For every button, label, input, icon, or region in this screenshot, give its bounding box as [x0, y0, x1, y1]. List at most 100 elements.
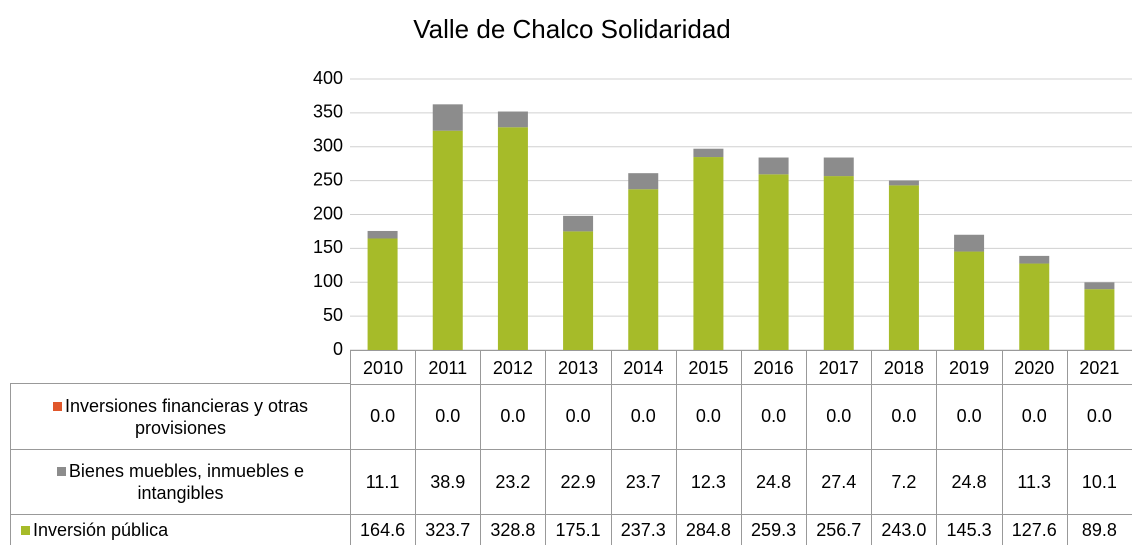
value-cell: 0.0 — [415, 383, 482, 450]
legend-cell: Inversión pública — [10, 514, 351, 545]
cell-text: 12.3 — [690, 471, 726, 492]
bar-segment — [954, 251, 985, 350]
bar-segment — [693, 157, 724, 350]
bar-segment — [758, 157, 789, 175]
cell-text: 127.6 — [1011, 519, 1057, 540]
cell-text: 89.8 — [1081, 519, 1117, 540]
cell-text: 243.0 — [881, 519, 927, 540]
legend-cell: Bienes muebles, inmuebles e intangibles — [10, 449, 351, 515]
value-cell: 0.0 — [1066, 383, 1132, 450]
legend-cell: Inversiones financieras y otras provisio… — [10, 383, 351, 450]
cell-text: 7.2 — [891, 471, 917, 492]
cell-text: 284.8 — [685, 519, 731, 540]
value-cell: 89.8 — [1067, 514, 1132, 545]
bar-segment — [367, 238, 398, 350]
value-cell: 323.7 — [415, 514, 482, 545]
cell-text: 24.8 — [951, 471, 987, 492]
cell-text: 323.7 — [425, 519, 471, 540]
y-tick-label: 200 — [313, 203, 343, 223]
cell-text: 0.0 — [1086, 406, 1112, 426]
cell-text: 24.8 — [756, 471, 792, 492]
value-cell: 24.8 — [936, 449, 1003, 515]
category-cell: 2013 — [545, 350, 612, 385]
bar-segment — [432, 104, 463, 131]
cell-text: 2013 — [558, 357, 599, 378]
y-tick-label: 350 — [313, 102, 343, 122]
cell-text: 2019 — [949, 357, 990, 378]
cell-text: 2012 — [492, 357, 533, 378]
value-cell: 127.6 — [1002, 514, 1068, 545]
value-cell: 23.7 — [610, 449, 677, 515]
legend-label: Inversión pública — [33, 519, 169, 540]
value-cell: 0.0 — [350, 383, 417, 450]
value-cell: 259.3 — [741, 514, 808, 545]
cell-text: 164.6 — [360, 519, 406, 540]
category-cell: 2018 — [871, 350, 938, 385]
y-tick-label: 50 — [323, 305, 343, 325]
cell-text: 2017 — [818, 357, 859, 378]
bar-segment — [563, 231, 594, 350]
cell-text: 0.0 — [956, 406, 982, 426]
value-cell: 145.3 — [937, 514, 1003, 545]
value-cell: 0.0 — [545, 383, 612, 450]
cell-text: 259.3 — [751, 519, 797, 540]
value-cell: 7.2 — [871, 449, 938, 515]
legend-swatch — [52, 401, 62, 411]
legend-swatch — [21, 525, 30, 535]
value-cell: 256.7 — [806, 514, 873, 545]
y-tick-label: 250 — [313, 169, 343, 189]
chart-title: Valle de Chalco Solidaridad — [413, 14, 731, 44]
bar-segment — [758, 174, 789, 350]
bar-segment — [1019, 263, 1050, 350]
cell-text: 2010 — [363, 357, 404, 378]
cell-text: 0.0 — [695, 406, 721, 426]
cell-text: 0.0 — [1021, 406, 1047, 426]
bar-segment — [628, 173, 659, 190]
value-cell: 10.1 — [1066, 449, 1132, 515]
cell-text: 10.1 — [1081, 471, 1117, 492]
y-tick-label: 0 — [333, 339, 343, 359]
cell-text: 2021 — [1079, 357, 1120, 378]
bar-segment — [497, 127, 528, 350]
cell-text: 0.0 — [565, 406, 591, 426]
value-cell: 0.0 — [871, 383, 938, 450]
category-cell: 2019 — [936, 350, 1003, 385]
cell-text: 11.1 — [365, 471, 400, 492]
bar-segment — [823, 176, 854, 350]
cell-text: 0.0 — [370, 406, 396, 426]
legend-entry: Bienes muebles, inmuebles e intangibles — [21, 460, 340, 504]
value-cell: 284.8 — [676, 514, 742, 545]
bar-segment — [497, 111, 528, 128]
value-cell: 175.1 — [546, 514, 612, 545]
category-cell: 2021 — [1066, 350, 1132, 385]
cell-text: 2011 — [428, 357, 468, 378]
y-tick-label: 100 — [313, 271, 343, 291]
cell-text: 22.9 — [560, 471, 596, 492]
cell-text: 0.0 — [761, 406, 787, 426]
cell-text: 23.2 — [495, 471, 531, 492]
cell-text: 0.0 — [826, 406, 852, 426]
cell-text: 0.0 — [891, 406, 917, 426]
bar-segment — [954, 234, 985, 252]
cell-text: 2016 — [753, 357, 794, 378]
value-cell: 0.0 — [936, 383, 1003, 450]
value-cell: 0.0 — [480, 383, 547, 450]
cell-text: 256.7 — [816, 519, 862, 540]
value-cell: 328.8 — [480, 514, 547, 545]
bar-segment — [1084, 289, 1115, 350]
cell-text: 2015 — [688, 357, 729, 378]
cell-text: 27.4 — [821, 471, 857, 492]
category-cell: 2012 — [480, 350, 547, 385]
value-cell: 237.3 — [611, 514, 677, 545]
cell-text: 0.0 — [435, 406, 461, 426]
value-cell: 11.3 — [1001, 449, 1068, 515]
category-cell: 2010 — [350, 350, 417, 385]
cell-text: 38.9 — [430, 471, 466, 492]
category-cell: 2011 — [415, 350, 482, 385]
category-cell: 2020 — [1001, 350, 1068, 385]
category-cell: 2016 — [741, 350, 808, 385]
bar-segment — [888, 185, 919, 350]
value-cell: 243.0 — [871, 514, 938, 545]
